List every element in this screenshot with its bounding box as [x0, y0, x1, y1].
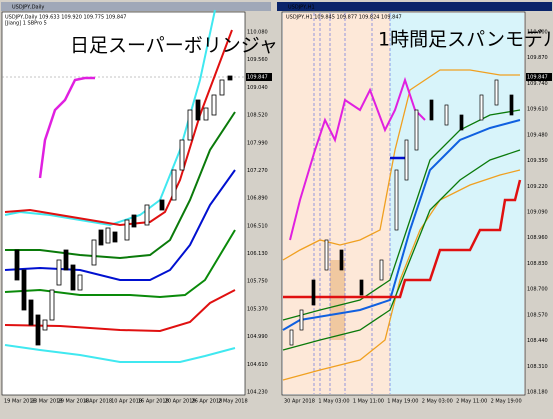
date-label: 23 Mar 2018	[31, 399, 63, 405]
price-label: 108.440	[527, 338, 548, 344]
left-axis: 110.080 109.560 109.040 108.520 107.990 107.2…	[4, 30, 272, 405]
date-label: 19 Mar 2018	[4, 399, 36, 405]
price-label: 109.740	[527, 81, 548, 87]
date-label: 4 Apr 2018	[84, 399, 112, 405]
price-label: 109.870	[527, 55, 548, 61]
price-label: 109.220	[527, 184, 548, 190]
date-label: 1 May 11:00	[353, 399, 384, 405]
price-label: 108.310	[527, 364, 548, 370]
date-label: 20 Apr 2018	[165, 399, 196, 405]
right-axis: 110.000 109.870 109.740 109.610 109.480 109.3…	[284, 30, 552, 405]
shade-box	[330, 260, 345, 340]
left-candles	[14, 75, 233, 346]
price-label: 108.570	[527, 312, 548, 318]
current-price-box	[246, 73, 272, 81]
date-label: 2 May 11:00	[456, 399, 487, 405]
date-label: 2 May 03:00	[422, 399, 453, 405]
price-label: 105.750	[247, 279, 268, 285]
date-label: 16 Apr 2018	[138, 399, 169, 405]
date-label: 30 Apr 2018	[284, 399, 315, 405]
right-window-title: USDJPY,H1	[288, 5, 315, 11]
date-label: 2 May 2018	[218, 399, 247, 405]
left-plot	[1, 11, 246, 396]
price-label: 110.000	[527, 30, 548, 36]
price-label: 104.610	[247, 362, 268, 368]
price-label: 108.960	[527, 235, 548, 241]
price-label: 109.560	[247, 57, 268, 63]
price-label: 108.830	[527, 261, 548, 267]
price-label: 104.230	[247, 390, 268, 396]
price-label: 107.990	[247, 140, 268, 146]
price-label: 110.080	[247, 30, 268, 36]
price-label: 106.510	[247, 223, 268, 229]
date-label: 26 Apr 2018	[191, 399, 222, 405]
left-header: USDJPY,Daily 109.633 109.920 109.775 109…	[5, 15, 126, 21]
price-label: 109.090	[527, 210, 548, 216]
price-label: 106.890	[247, 196, 268, 202]
price-label: 107.270	[247, 168, 268, 174]
price-label: 109.610	[527, 107, 548, 113]
current-price-box	[526, 73, 552, 81]
current-price: 109.847	[527, 75, 548, 81]
left-title: 日足スーパーボリンジャー	[70, 35, 297, 57]
date-label: 29 Mar 2018	[58, 399, 90, 405]
right-header: USDJPY,H1 109.845 109.877 109.824 109.84…	[286, 15, 402, 21]
price-label: 108.700	[527, 287, 548, 293]
date-label: 1 May 03:00	[318, 399, 349, 405]
left-indicator: [Jiang] 1 SBPro 5	[5, 21, 47, 27]
left-window-title: USDJPY,Daily	[12, 5, 44, 11]
date-label: 2 May 19:00	[491, 399, 522, 405]
price-label: 104.990	[247, 334, 268, 340]
date-label: 1 May 19:00	[387, 399, 418, 405]
price-label: 106.130	[247, 251, 268, 257]
current-price: 109.847	[247, 75, 268, 81]
left-titlebar[interactable]	[1, 2, 271, 11]
price-label: 105.370	[247, 306, 268, 312]
shade-right	[390, 13, 524, 394]
price-label: 109.350	[527, 158, 548, 164]
right-title: 1時間足スパンモデル	[378, 29, 553, 51]
price-label: 108.520	[247, 113, 268, 119]
v-dashes	[313, 13, 391, 394]
right-lines	[282, 69, 522, 381]
price-label: 109.480	[527, 132, 548, 138]
right-candles	[289, 79, 514, 346]
date-label: 10 Apr 2018	[111, 399, 142, 405]
price-label: 108.180	[527, 390, 548, 396]
right-titlebar[interactable]	[277, 2, 552, 11]
price-label: 109.040	[247, 85, 268, 91]
